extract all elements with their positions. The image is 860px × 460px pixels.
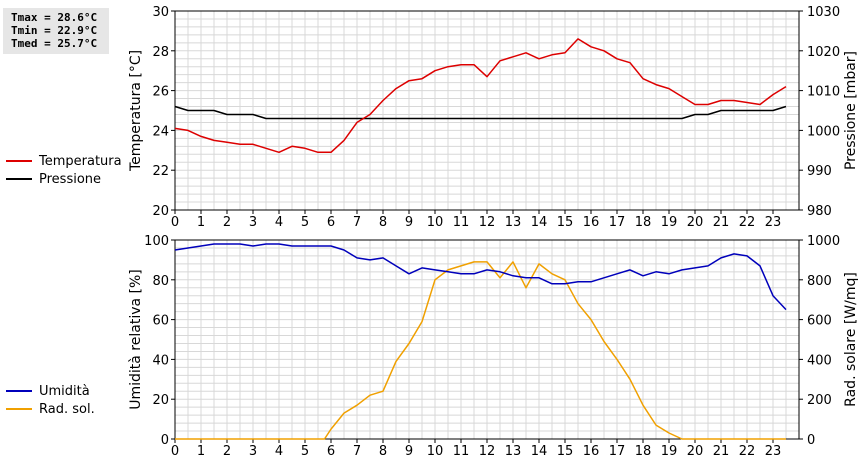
top-x-tick-label: 21	[713, 215, 730, 230]
bottom-x-tick-label: 13	[505, 444, 522, 459]
bottom-x-tick-label: 22	[739, 444, 756, 459]
top-x-tick-label: 23	[765, 215, 782, 230]
bottom-y-tick-label: 40	[152, 353, 169, 368]
top-x-tick-label: 10	[427, 215, 444, 230]
tmax-label: Tmax = 28.6°C	[11, 11, 98, 24]
series-line-umidit	[174, 243, 787, 311]
bottom-x-tick-label: 14	[531, 444, 548, 459]
top-y-axis-label: Temperatura [°C]	[128, 50, 144, 172]
bottom-y-tick-label: 100	[144, 234, 169, 249]
bottom-x-tick-label: 20	[687, 444, 704, 459]
top-x-tick-label: 14	[531, 215, 548, 230]
bottom-x-tick-label: 19	[661, 444, 678, 459]
top-y2-tick-label: 1010	[807, 85, 840, 100]
bottom-x-tick-label: 10	[427, 444, 444, 459]
top-x-tick-label: 4	[275, 215, 283, 230]
tmed-label: Tmed = 25.7°C	[11, 37, 98, 50]
bottom-x-tick-label: 12	[479, 444, 496, 459]
top-x-tick-label: 18	[635, 215, 652, 230]
bottom-y-tick-label: 60	[152, 314, 169, 329]
bottom-y2-axis-label: Rad. solare [W/mq]	[843, 272, 859, 407]
bottom-y2-tick-label: 800	[807, 274, 832, 289]
series-line-temperatura	[174, 38, 787, 154]
top-x-tick-label: 0	[171, 215, 179, 230]
top-y-tick-label: 22	[152, 164, 169, 179]
bottom-x-tick-label: 21	[713, 444, 730, 459]
legend-temperatura: Temperatura	[6, 153, 122, 169]
bottom-x-tick-label: 6	[327, 444, 335, 459]
top-x-tick-label: 22	[739, 215, 756, 230]
top-x-tick-label: 17	[609, 215, 626, 230]
top-x-tick-label: 6	[327, 215, 335, 230]
bottom-y2-tick-label: 400	[807, 353, 832, 368]
bottom-y2-tick-label: 0	[807, 433, 815, 448]
bottom-x-tick-label: 8	[379, 444, 387, 459]
bottom-x-tick-label: 3	[249, 444, 257, 459]
bottom-x-tick-label: 5	[301, 444, 309, 459]
bottom-y-tick-label: 80	[152, 274, 169, 289]
top-x-tick-label: 8	[379, 215, 387, 230]
top-y2-tick-label: 1030	[807, 5, 840, 20]
top-y2-tick-label: 990	[807, 164, 832, 179]
legend-swatch-umidita	[6, 390, 32, 392]
top-y-tick-label: 28	[152, 45, 169, 60]
legend-pressione: Pressione	[6, 171, 101, 187]
top-x-tick-label: 7	[353, 215, 361, 230]
top-y2-tick-label: 980	[807, 204, 832, 219]
legend-swatch-pressione	[6, 178, 32, 180]
top-x-tick-label: 5	[301, 215, 309, 230]
bottom-x-tick-label: 18	[635, 444, 652, 459]
bottom-x-tick-label: 1	[197, 444, 205, 459]
top-x-tick-label: 11	[453, 215, 470, 230]
bottom-x-tick-label: 0	[171, 444, 179, 459]
bottom-y2-tick-label: 600	[807, 314, 832, 329]
top-x-tick-label: 15	[557, 215, 574, 230]
top-y2-tick-label: 1000	[807, 124, 840, 139]
legend-swatch-rad-sol	[6, 408, 32, 410]
legend-label-rad-sol: Rad. sol.	[39, 401, 95, 417]
top-x-tick-label: 16	[583, 215, 600, 230]
top-x-tick-label: 13	[505, 215, 522, 230]
top-y-tick-label: 24	[152, 124, 169, 139]
tmin-label: Tmin = 22.9°C	[11, 24, 98, 37]
bottom-x-tick-label: 23	[765, 444, 782, 459]
bottom-x-tick-label: 4	[275, 444, 283, 459]
legend-label-temperatura: Temperatura	[39, 153, 122, 169]
legend-swatch-temperatura	[6, 160, 32, 162]
bottom-y2-tick-label: 1000	[807, 234, 840, 249]
bottom-y-tick-label: 0	[161, 433, 169, 448]
series-line-rad-sol	[175, 261, 786, 440]
bottom-x-tick-label: 11	[453, 444, 470, 459]
series-line-pressione	[174, 105, 787, 120]
top-y2-axis-label: Pressione [mbar]	[843, 51, 859, 170]
legend-umidita: Umidità	[6, 383, 90, 399]
bottom-x-tick-label: 7	[353, 444, 361, 459]
legend-rad-sol: Rad. sol.	[6, 401, 95, 417]
bottom-x-tick-label: 17	[609, 444, 626, 459]
top-x-tick-label: 9	[405, 215, 413, 230]
legend-label-umidita: Umidità	[39, 383, 90, 399]
top-x-tick-label: 3	[249, 215, 257, 230]
stats-box: Tmax = 28.6°C Tmin = 22.9°C Tmed = 25.7°…	[3, 8, 109, 54]
top-y2-tick-label: 1020	[807, 45, 840, 60]
top-x-tick-label: 19	[661, 215, 678, 230]
bottom-y-tick-label: 20	[152, 393, 169, 408]
top-y-tick-label: 30	[152, 5, 169, 20]
bottom-x-tick-label: 9	[405, 444, 413, 459]
top-x-tick-label: 1	[197, 215, 205, 230]
bottom-y2-tick-label: 200	[807, 393, 832, 408]
bottom-x-tick-label: 16	[583, 444, 600, 459]
top-x-tick-label: 20	[687, 215, 704, 230]
bottom-x-tick-label: 2	[223, 444, 231, 459]
top-x-tick-label: 12	[479, 215, 496, 230]
top-x-tick-label: 2	[223, 215, 231, 230]
top-y-tick-label: 26	[152, 85, 169, 100]
top-y-tick-label: 20	[152, 204, 169, 219]
bottom-x-tick-label: 15	[557, 444, 574, 459]
legend-label-pressione: Pressione	[39, 171, 102, 187]
bottom-y-axis-label: Umidità relativa [%]	[128, 269, 144, 410]
